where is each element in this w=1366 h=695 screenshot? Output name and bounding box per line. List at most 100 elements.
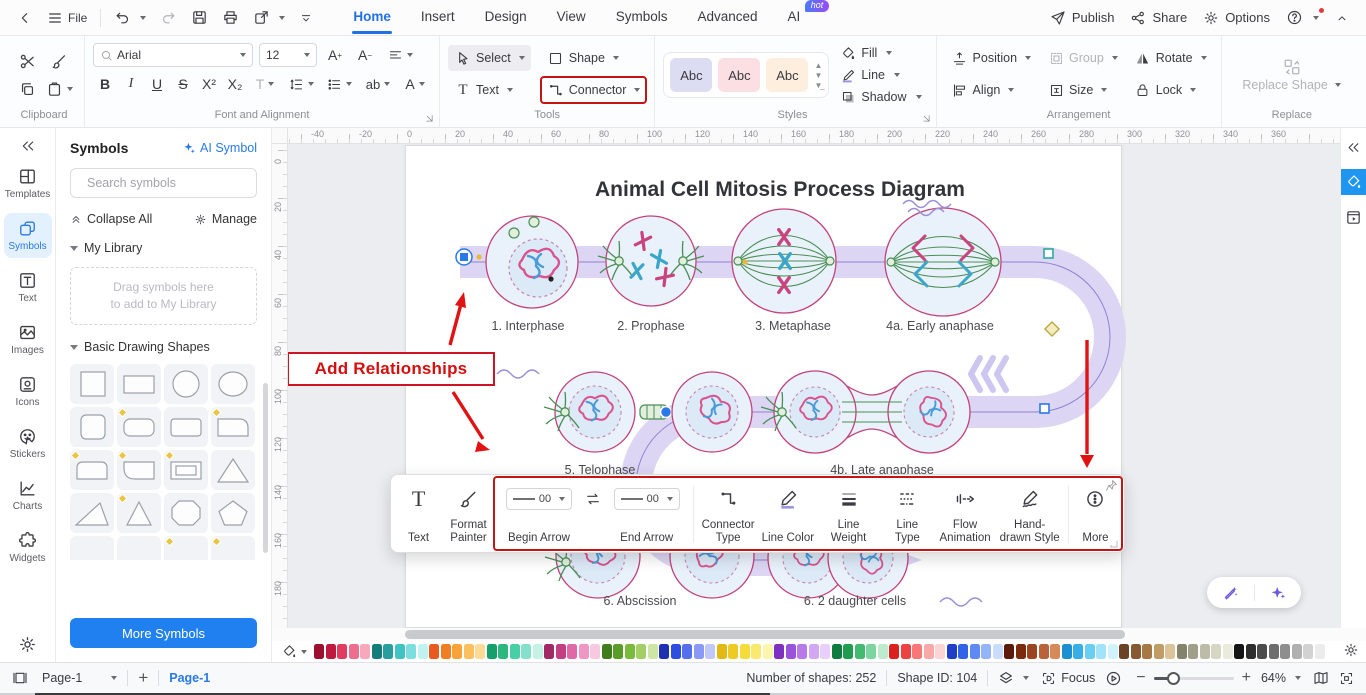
color-swatch[interactable] [1234,644,1244,659]
color-swatch[interactable] [360,644,370,659]
chevrons-decoration[interactable] [968,355,1009,393]
share-button[interactable]: Share [1123,4,1194,32]
help-button[interactable] [1279,4,1326,32]
replace-shape-button[interactable]: Replace Shape [1236,58,1347,93]
redo-button[interactable] [153,4,184,32]
color-swatch[interactable] [1130,644,1141,659]
color-swatch[interactable] [1004,644,1014,659]
focus-button[interactable]: Focus [1041,671,1095,686]
collapse-panel-button[interactable] [20,138,36,154]
ftb-hand-drawn-button[interactable]: Hand-drawn Style [995,482,1064,547]
symbol-search[interactable] [70,168,257,198]
color-swatch[interactable] [1061,644,1072,659]
color-swatch[interactable] [774,644,784,659]
color-swatch[interactable] [1119,644,1129,659]
shape-tool[interactable]: Shape [541,45,647,71]
shape-square[interactable] [70,364,114,404]
tab-insert[interactable]: Insert [420,8,455,24]
color-swatch[interactable] [923,644,934,659]
tab-view[interactable]: View [556,8,586,24]
resize-corner-icon[interactable] [1109,539,1119,549]
color-swatch[interactable] [739,644,750,659]
subscript-button[interactable]: X₂ [227,76,243,92]
shape-corner-rounded-rectangle[interactable] [117,450,161,490]
zoom-level[interactable]: 64% [1261,671,1301,685]
shape-triangle[interactable] [211,450,255,490]
shape-frame-rectangle[interactable] [164,450,208,490]
tab-design[interactable]: Design [484,8,527,24]
group-button[interactable]: Group [1041,45,1124,71]
shape-partial-shape-4[interactable] [211,536,255,560]
shape-pentagon[interactable] [211,493,255,533]
shape-rectangle[interactable] [117,364,161,404]
my-library-section[interactable]: My Library [70,241,257,255]
rotate-button[interactable]: Rotate [1128,45,1213,71]
text-color-button[interactable]: T [249,72,281,96]
color-swatch[interactable] [1153,644,1164,659]
align-button[interactable]: Align [945,77,1037,103]
phase-label-daughter-cells[interactable]: 6. 2 daughter cells [804,594,906,608]
ftb-format-painter-button[interactable]: Format Painter [440,482,497,547]
sidebar-item-images[interactable]: Images [4,317,52,362]
shape-right-triangle[interactable] [70,493,114,533]
color-swatch[interactable] [831,644,842,659]
ftb-swap-arrows-button[interactable] [581,482,605,547]
color-swatch[interactable] [1291,644,1302,659]
basic-shapes-section[interactable]: Basic Drawing Shapes [70,340,257,354]
color-swatch[interactable] [912,644,922,659]
color-swatch[interactable] [1073,644,1083,659]
font-group-expand-icon[interactable] [423,112,434,123]
color-swatch[interactable] [659,644,669,659]
sidebar-item-charts[interactable]: Charts [4,473,52,518]
annotation-arrows[interactable] [448,292,1094,468]
color-swatch[interactable] [348,644,359,659]
color-swatch[interactable] [1188,644,1198,659]
page-tab-active[interactable]: Page-1 [169,671,211,685]
color-swatch[interactable] [1096,644,1106,659]
shape-circle[interactable] [164,364,208,404]
layers-button[interactable] [998,670,1030,686]
shape-ellipse[interactable] [211,364,255,404]
color-swatch[interactable] [716,644,727,659]
align-menu-button[interactable] [383,43,417,67]
shape-snip-corner-rectangle[interactable] [211,407,255,447]
color-swatch[interactable] [1050,644,1060,659]
color-swatch[interactable] [486,644,497,659]
endpoint-handle-blue[interactable] [1039,403,1050,414]
color-swatch[interactable] [693,644,704,659]
search-input[interactable] [87,176,248,190]
phase-label-metaphase[interactable]: 3. Metaphase [755,319,831,333]
color-swatch[interactable] [383,644,393,659]
connector-tool[interactable]: Connector [539,76,648,104]
cell-telophase-right[interactable] [671,371,1340,453]
mitosis-diagram[interactable]: Animal Cell Mitosis Process Diagram [288,144,1340,628]
increase-font-button[interactable]: A + [327,47,342,63]
canvas[interactable]: -40 -20 0 20 40 60 80 100 120 140 160 180 200 220 240 2… [272,128,1340,628]
shape-partial-shape-2[interactable] [117,536,161,560]
font-size-select[interactable]: 12 [259,43,317,67]
cell-prophase[interactable] [597,215,705,307]
color-swatch[interactable] [1268,644,1279,659]
palette-fill-button[interactable] [282,644,307,659]
sidebar-item-text[interactable]: Text [4,265,52,310]
bullet-list-button[interactable] [321,72,357,96]
phase-label-late-anaphase[interactable]: 4b. Late anaphase [830,463,934,477]
color-swatch[interactable] [590,644,600,659]
cell-late-anaphase[interactable] [760,370,1340,454]
cell-early-anaphase[interactable] [884,207,1002,317]
tab-home[interactable]: Home [338,0,406,36]
ftb-begin-arrow[interactable]: 00 Begin Arrow [497,482,581,547]
horizontal-scrollbar[interactable] [272,628,1366,641]
panel-scrollbar[interactable] [263,383,268,553]
line-spacing-button[interactable] [283,72,319,96]
phase-label-telophase[interactable]: 5. Telophase [565,463,636,477]
copy-button[interactable] [12,76,42,102]
color-swatch[interactable] [532,644,543,659]
tab-symbols[interactable]: Symbols [615,8,668,24]
strikethrough-button[interactable]: S [178,76,188,92]
more-symbols-button[interactable]: More Symbols [70,618,257,648]
color-swatch[interactable] [682,644,692,659]
color-swatch[interactable] [555,644,566,659]
color-swatch[interactable] [1165,644,1175,659]
zoom-out-button[interactable]: − [1136,669,1146,686]
